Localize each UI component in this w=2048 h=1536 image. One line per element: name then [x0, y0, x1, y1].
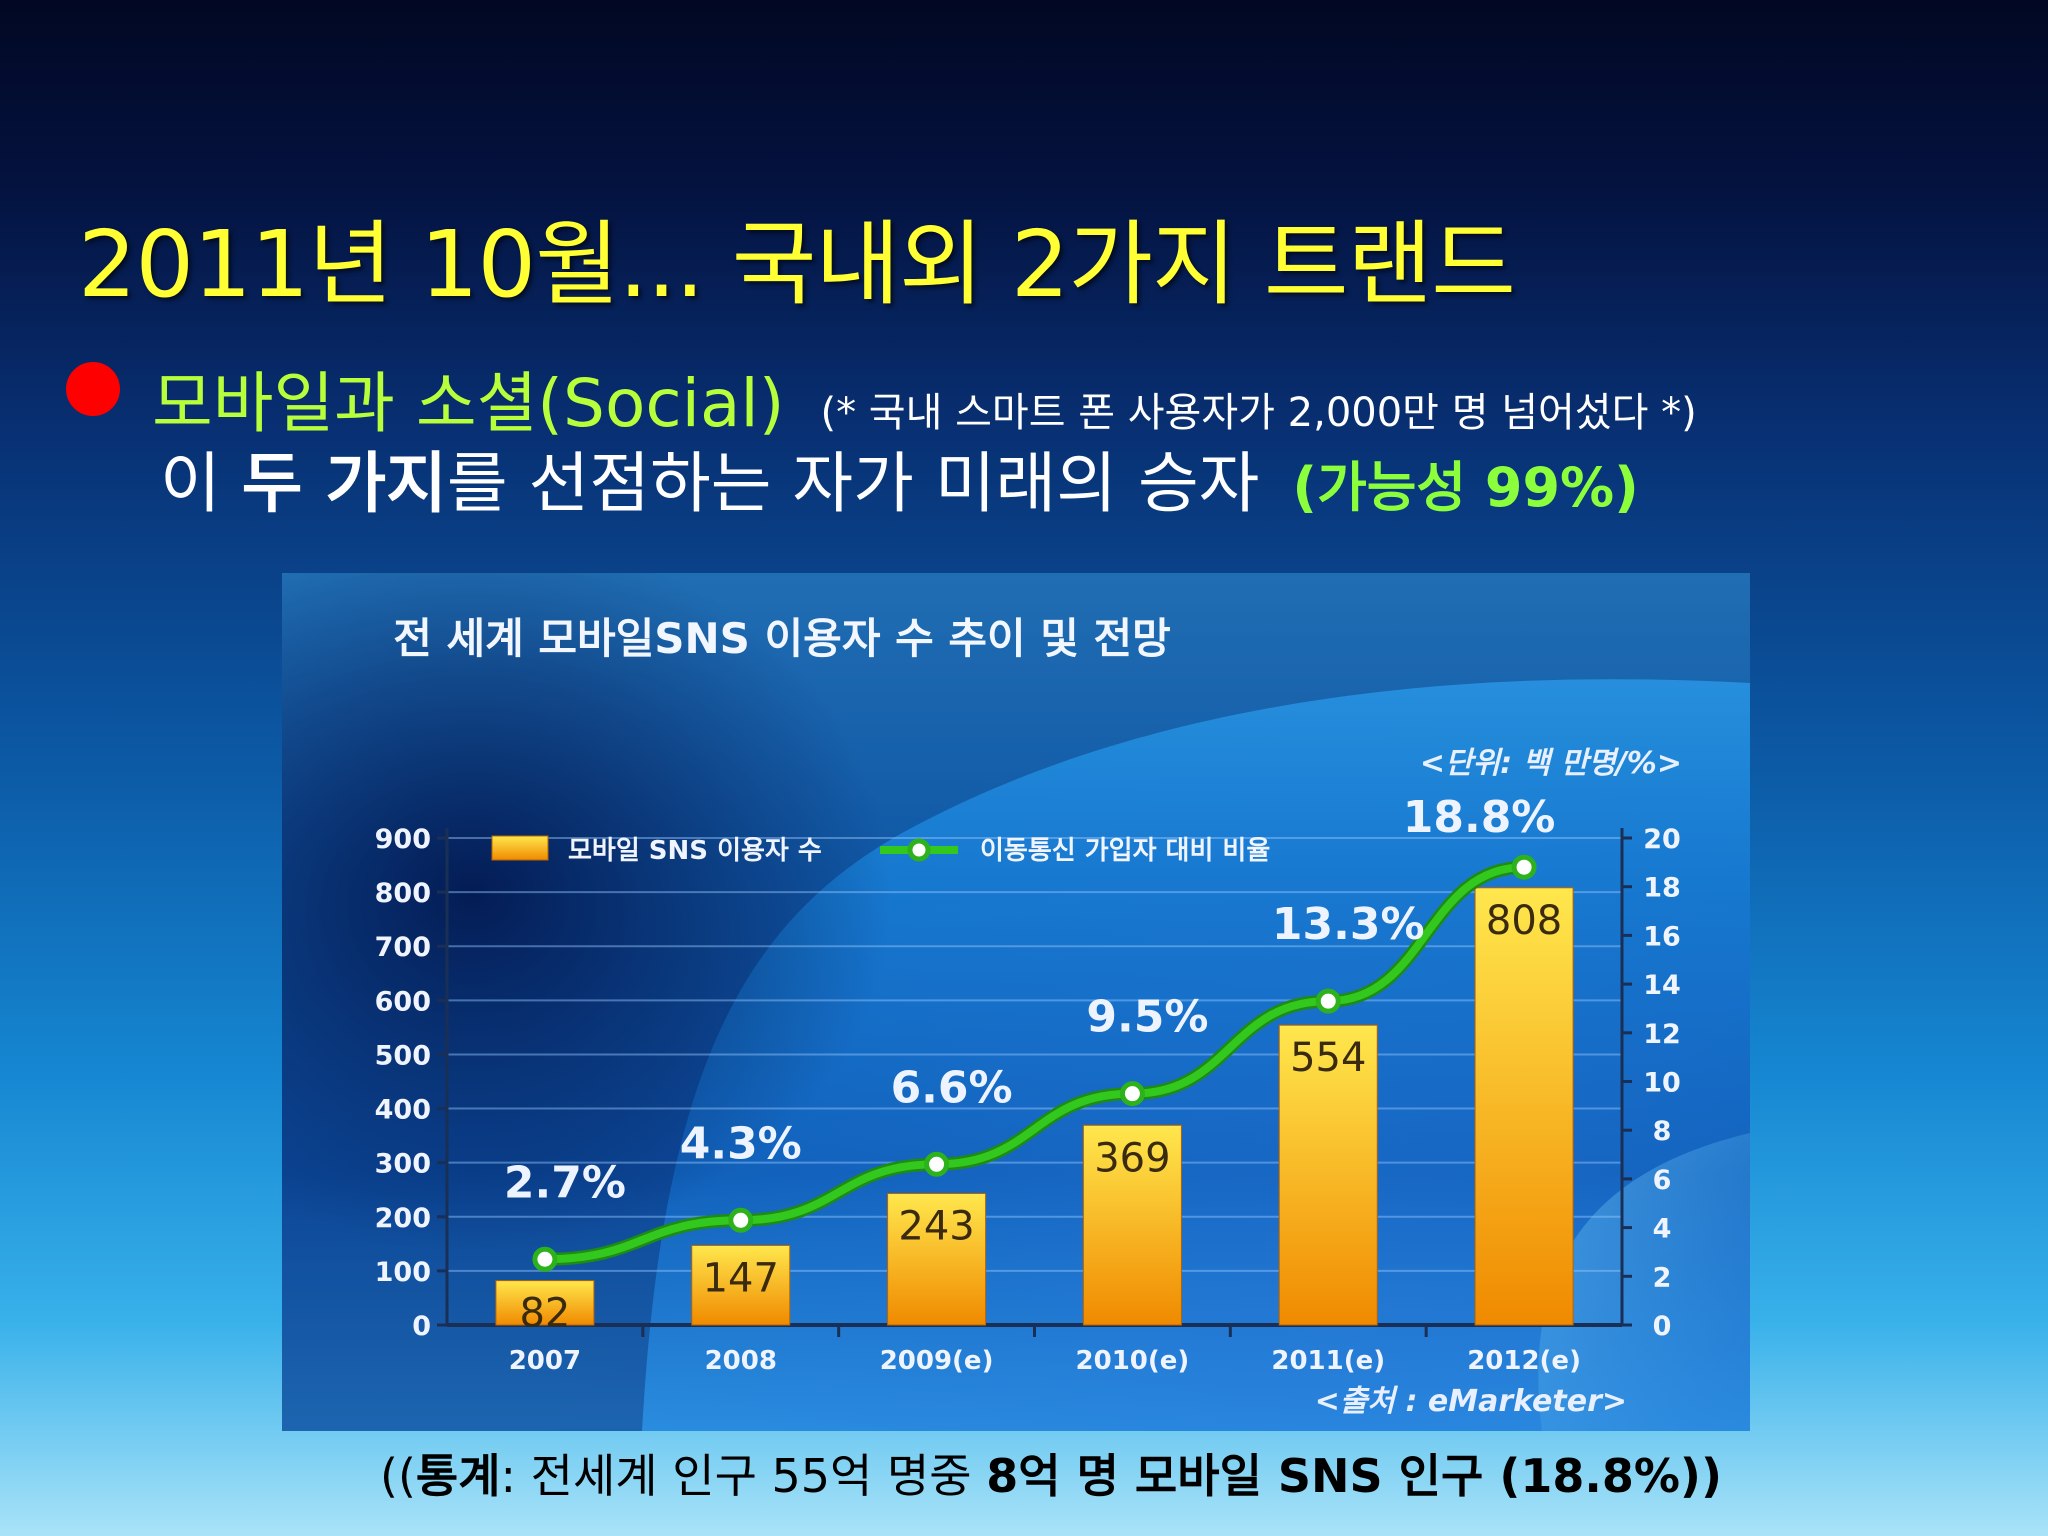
left-axis-tick-label: 400: [375, 1095, 431, 1126]
line2-pre: 이: [160, 445, 242, 522]
footer-highlight: 8억 명 모바일 SNS 인구 (18.8%)): [986, 1449, 1722, 1503]
bar: [1278, 1024, 1378, 1326]
probability-text: (가능성 99%): [1292, 456, 1639, 519]
slide-title: 2011년 10월... 국내외 2가지 트랜드: [78, 211, 1516, 318]
ratio-value-label: 18.8%: [1403, 792, 1556, 843]
background-swoosh-dark: [282, 573, 1750, 1431]
footer-label: 통계: [415, 1449, 501, 1503]
x-axis-category-label: 2009(e): [880, 1346, 994, 1376]
footer-middle: : 전세계 인구 55억 명중: [500, 1449, 987, 1503]
chart-title: 전 세계 모바일SNS 이용자 수 추이 및 전망: [393, 614, 1171, 663]
bar-value-label: 82: [519, 1291, 570, 1337]
bar-value-label: 808: [1486, 898, 1562, 944]
bullet-line-2: 이 두 가지를 선점하는 자가 미래의 승자 (가능성 99%): [160, 430, 1639, 526]
line2-bold: 두 가지: [241, 445, 447, 522]
chart-svg: 전 세계 모바일SNS 이용자 수 추이 및 전망 <단위: 백 만명/%> <…: [282, 573, 1750, 1431]
bar: [691, 1244, 791, 1326]
bar-value-label: 369: [1094, 1135, 1170, 1181]
right-axis-tick-label: 2: [1653, 1262, 1672, 1293]
bar: [1474, 887, 1574, 1326]
bar-value-label: 147: [703, 1255, 779, 1301]
left-axis-tick-label: 200: [375, 1203, 431, 1234]
left-axis-tick-label: 600: [375, 986, 431, 1017]
right-axis-tick-label: 12: [1643, 1019, 1681, 1050]
background-swoosh-light: [1538, 1133, 1750, 1431]
ratio-point: [1315, 988, 1341, 1014]
ratio-value-label: 9.5%: [1086, 992, 1208, 1043]
ratio-point: [1119, 1081, 1145, 1107]
ratio-value-label: 2.7%: [504, 1157, 626, 1208]
bar-value-label: 243: [898, 1204, 974, 1250]
left-axis-tick-label: 700: [375, 932, 431, 963]
left-axis-tick-label: 0: [412, 1311, 431, 1342]
source-note: <출처 : eMarketer>: [1315, 1384, 1627, 1419]
left-axis-tick-label: 100: [375, 1257, 431, 1288]
x-axis-category-label: 2012(e): [1467, 1346, 1581, 1376]
legend-line-label: 이동통신 가입자 대비 비율: [980, 836, 1270, 866]
bullet-main-text: 모바일과 소셜(Social): [152, 365, 785, 442]
bar-value-label: 554: [1290, 1035, 1366, 1081]
bar: [1082, 1124, 1182, 1326]
ratio-point: [728, 1207, 754, 1233]
right-axis-tick-label: 16: [1643, 921, 1681, 952]
x-axis-category-label: 2011(e): [1271, 1346, 1385, 1376]
x-axis-category-label: 2010(e): [1076, 1346, 1190, 1376]
ratio-line: [540, 863, 1529, 1264]
left-axis-tick-label: 300: [375, 1149, 431, 1180]
bar: [495, 1280, 595, 1326]
legend-line-marker: [907, 838, 931, 862]
ratio-value-label: 13.3%: [1272, 899, 1425, 950]
right-axis-tick-label: 10: [1643, 1068, 1681, 1099]
unit-note: <단위: 백 만명/%>: [1420, 746, 1682, 781]
footer-statistics: ((통계: 전세계 인구 55억 명중 8억 명 모바일 SNS 인구 (18.…: [380, 1440, 1722, 1506]
legend-bar-swatch: [491, 835, 549, 861]
ratio-value-label: 6.6%: [891, 1062, 1013, 1113]
bullet-note: (* 국내 스마트 폰 사용자가 2,000만 명 넘어섰다 *): [820, 390, 1697, 436]
chart-panel: 전 세계 모바일SNS 이용자 수 추이 및 전망 <단위: 백 만명/%> <…: [282, 573, 1750, 1431]
right-axis-tick-label: 4: [1653, 1214, 1672, 1245]
right-axis-tick-label: 20: [1643, 824, 1681, 855]
footer-prefix: ((: [380, 1449, 416, 1503]
left-axis-tick-label: 500: [375, 1040, 431, 1071]
x-axis-category-label: 2007: [509, 1346, 581, 1376]
x-axis-category-label: 2008: [705, 1346, 777, 1376]
right-axis-tick-label: 0: [1653, 1311, 1672, 1342]
bullet-line-1: 모바일과 소셜(Social) (* 국내 스마트 폰 사용자가 2,000만 명…: [152, 350, 1697, 446]
ratio-point: [1511, 854, 1537, 880]
ratio-point: [924, 1151, 950, 1177]
ratio-value-label: 4.3%: [680, 1118, 802, 1169]
left-axis-tick-label: 900: [375, 824, 431, 855]
right-axis-tick-label: 8: [1653, 1116, 1672, 1147]
bullet-dot: [66, 362, 120, 416]
ratio-point: [532, 1246, 558, 1272]
left-axis-tick-label: 800: [375, 878, 431, 909]
bar: [887, 1193, 987, 1326]
right-axis-tick-label: 14: [1643, 970, 1681, 1001]
line2-post: 를 선점하는 자가 미래의 승자: [446, 445, 1281, 522]
legend-bar-label: 모바일 SNS 이용자 수: [568, 836, 822, 866]
right-axis-tick-label: 6: [1653, 1165, 1672, 1196]
right-axis-tick-label: 18: [1643, 873, 1681, 904]
